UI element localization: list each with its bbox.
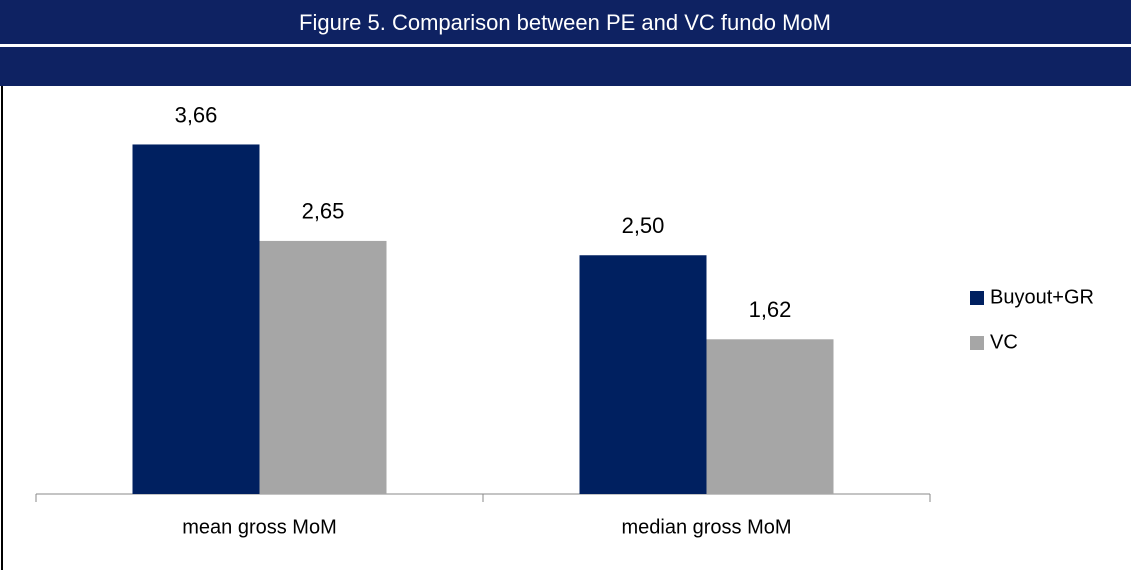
legend-swatch [970, 291, 984, 305]
legend-label: VC [990, 331, 1018, 353]
bar [132, 144, 260, 494]
value-label: 2,50 [622, 213, 665, 238]
title-band [0, 0, 1131, 44]
bar [259, 240, 387, 494]
x-tick-label: mean gross MoM [182, 516, 337, 538]
legend-swatch [970, 336, 984, 350]
value-label: 3,66 [175, 102, 218, 127]
value-label: 2,65 [302, 199, 345, 224]
bar [579, 255, 707, 494]
chart-title: Figure 5. Comparison between PE and VC f… [299, 10, 831, 35]
bar [706, 339, 834, 494]
value-label: 1,62 [749, 297, 792, 322]
x-tick-label: median gross MoM [621, 516, 791, 538]
subtitle-band [0, 47, 1131, 86]
legend-label: Buyout+GR [990, 286, 1094, 308]
